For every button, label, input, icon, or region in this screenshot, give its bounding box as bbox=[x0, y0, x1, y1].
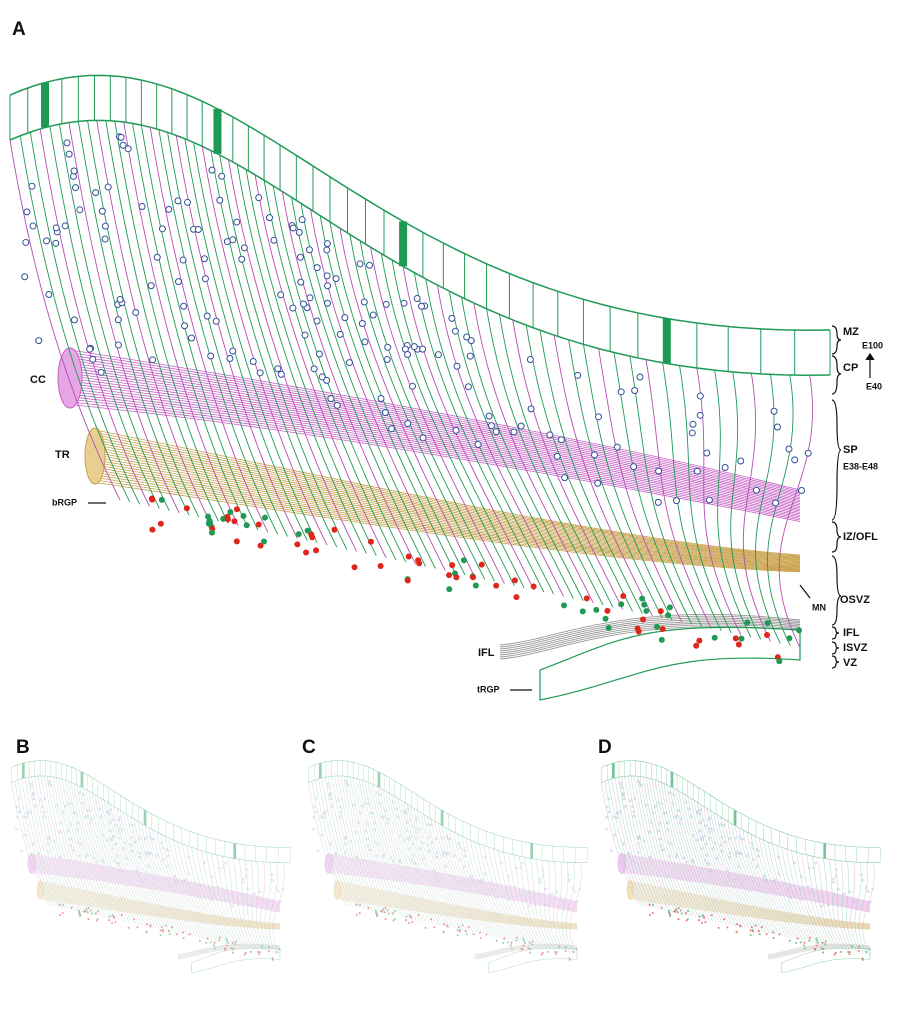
panel-a-drawing bbox=[10, 75, 830, 700]
cell-label: bRGP bbox=[52, 497, 77, 507]
cell-label: tRGP bbox=[477, 684, 500, 694]
zone-label: CP bbox=[843, 362, 858, 374]
zone-label: IFL bbox=[843, 627, 860, 639]
zone-label: VZ bbox=[843, 657, 857, 669]
panel-b-drawing bbox=[11, 761, 290, 973]
panel-c-drawing bbox=[308, 761, 587, 973]
figure: A B C D CC TR bRGP IFL tRGP MZ CP E100 E… bbox=[0, 0, 897, 1026]
zone-label: IZ/OFL bbox=[843, 531, 878, 543]
zone-label: MZ bbox=[843, 326, 859, 338]
bundle-label: TR bbox=[55, 449, 70, 461]
age-label: E38-E48 bbox=[843, 461, 878, 471]
panel-label: B bbox=[16, 737, 30, 758]
cell-label: MN bbox=[812, 602, 826, 612]
diagram: A B C D CC TR bRGP IFL tRGP MZ CP E100 E… bbox=[0, 0, 897, 1026]
age-label: E40 bbox=[866, 381, 882, 391]
panel-label: C bbox=[302, 737, 316, 758]
zone-label: OSVZ bbox=[840, 594, 870, 606]
panel-label: A bbox=[12, 19, 26, 40]
panel-d-drawing bbox=[601, 761, 880, 973]
zone-label: ISVZ bbox=[843, 642, 868, 654]
panel-label: D bbox=[598, 737, 612, 758]
bundle-label: IFL bbox=[478, 647, 495, 659]
bundle-label: CC bbox=[30, 374, 46, 386]
zone-label: SP bbox=[843, 444, 858, 456]
age-label: E100 bbox=[862, 340, 883, 350]
